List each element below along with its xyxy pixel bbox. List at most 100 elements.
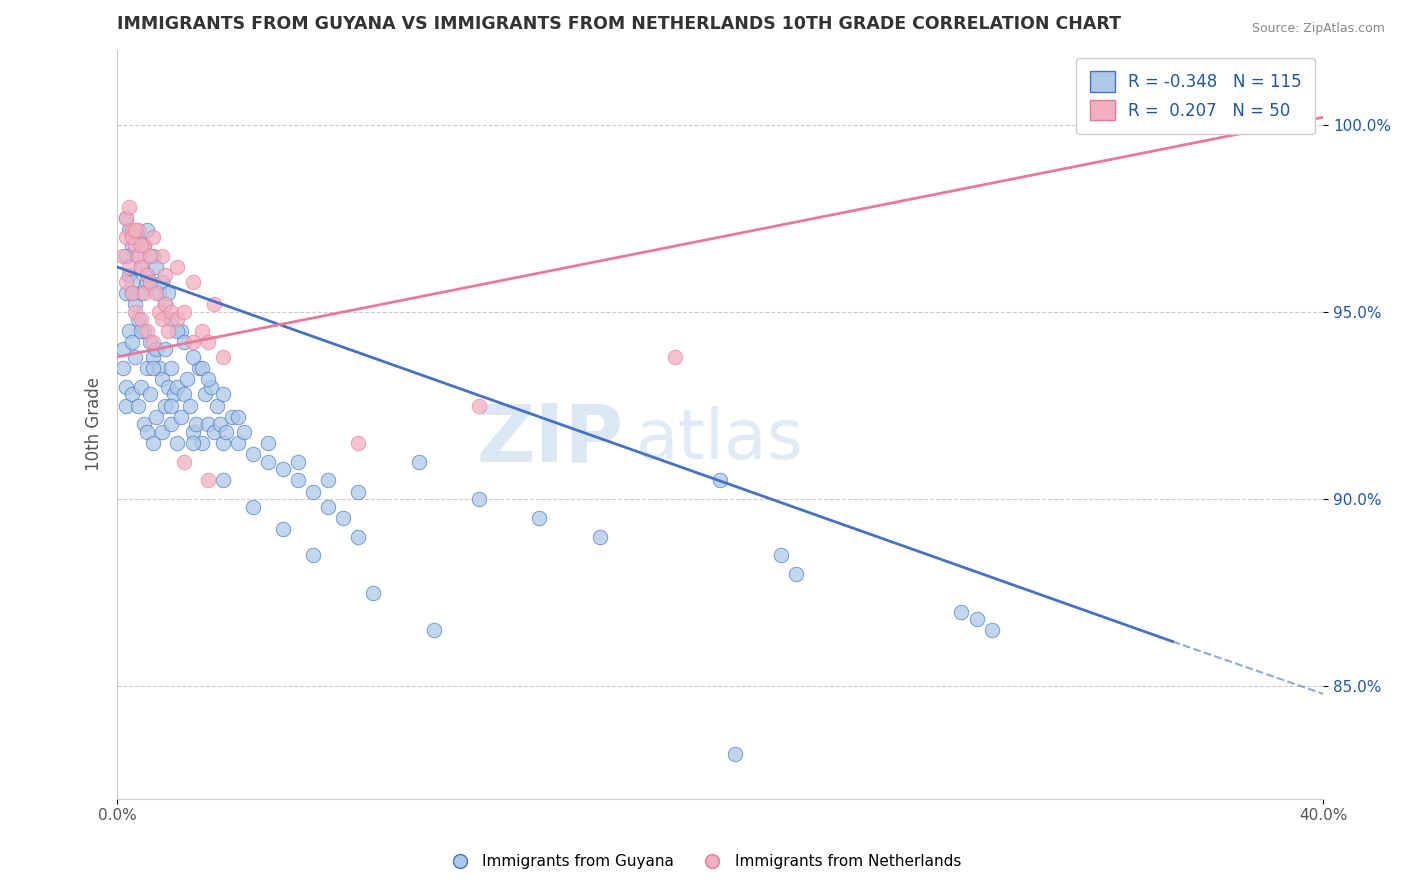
Point [155,343,177,357]
Point [121,275,143,289]
Point [347,436,370,450]
Point [142,334,165,349]
Point [155,297,177,311]
Point [124,305,146,319]
Point [131,260,153,274]
Point [136,268,159,282]
Point [157,286,180,301]
Point [173,455,195,469]
Point [287,474,309,488]
Point [121,230,143,244]
Point [145,409,167,424]
Point [148,305,170,319]
Point [181,425,204,439]
Point [257,436,280,450]
Point [529,511,551,525]
Y-axis label: 10th Grade: 10th Grade [86,377,103,471]
Point [112,249,135,263]
Text: ZIP: ZIP [477,401,624,478]
Point [208,417,231,432]
Text: Source: ZipAtlas.com: Source: ZipAtlas.com [1251,22,1385,36]
Point [145,260,167,274]
Point [148,286,170,301]
Point [181,334,204,349]
Point [211,474,233,488]
Point [139,334,162,349]
Point [142,436,165,450]
Point [139,275,162,289]
Point [200,380,222,394]
Point [271,462,294,476]
Point [347,530,370,544]
Point [139,275,162,289]
Point [176,372,198,386]
Point [127,222,149,236]
Point [173,334,195,349]
Point [131,324,153,338]
Point [588,530,610,544]
Point [184,417,207,432]
Point [121,222,143,236]
Point [142,361,165,376]
Point [468,399,491,413]
Point [205,399,228,413]
Point [173,387,195,401]
Point [115,286,138,301]
Point [160,361,183,376]
Point [242,447,264,461]
Point [709,474,731,488]
Point [124,237,146,252]
Point [724,747,747,761]
Point [257,455,280,469]
Point [131,312,153,326]
Point [287,455,309,469]
Point [202,297,225,311]
Point [136,361,159,376]
Point [157,380,180,394]
Point [131,260,153,274]
Point [155,268,177,282]
Text: IMMIGRANTS FROM GUYANA VS IMMIGRANTS FROM NETHERLANDS 10TH GRADE CORRELATION CHA: IMMIGRANTS FROM GUYANA VS IMMIGRANTS FRO… [117,15,1121,33]
Point [115,230,138,244]
Point [181,436,204,450]
Point [226,436,249,450]
Point [226,409,249,424]
Point [769,549,792,563]
Point [134,417,156,432]
Point [966,612,988,626]
Point [179,399,201,413]
Point [136,268,159,282]
Point [115,211,138,226]
Point [136,222,159,236]
Point [211,387,233,401]
Point [232,425,254,439]
Point [302,484,325,499]
Point [118,268,141,282]
Point [118,260,141,274]
Point [980,624,1002,638]
Point [166,260,188,274]
Point [139,387,162,401]
Point [166,312,188,326]
Point [118,324,141,338]
Point [152,312,174,326]
Point [169,324,191,338]
Point [197,474,219,488]
Point [160,305,183,319]
Text: atlas: atlas [636,406,804,473]
Point [242,500,264,514]
Point [136,425,159,439]
Point [363,586,385,600]
Point [163,387,186,401]
Point [131,286,153,301]
Point [131,237,153,252]
Point [166,436,188,450]
Point [118,222,141,236]
Point [190,361,212,376]
Point [160,399,183,413]
Point [127,399,149,413]
Point [115,399,138,413]
Point [121,237,143,252]
Point [347,484,370,499]
Point [131,380,153,394]
